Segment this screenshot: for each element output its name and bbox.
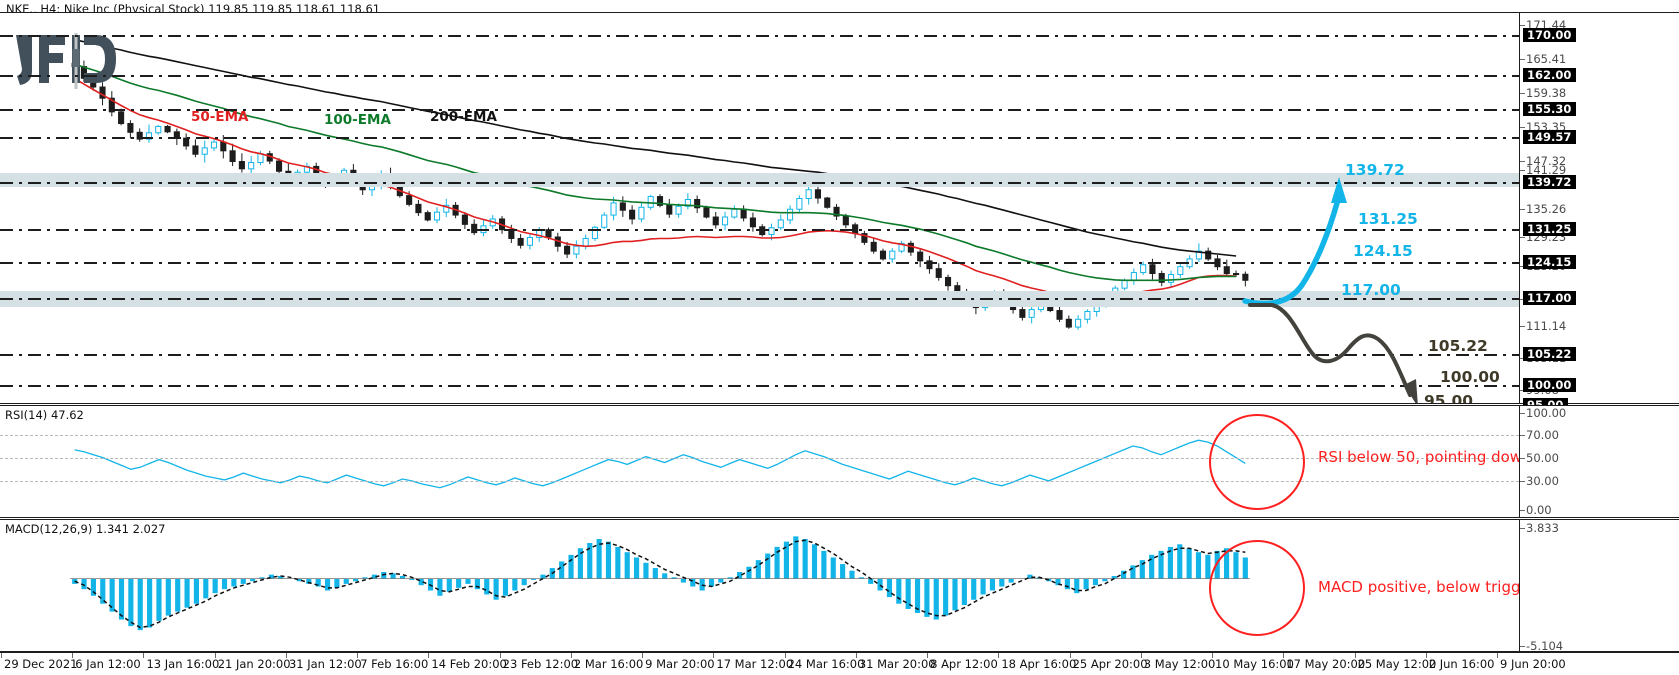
macd-axis[interactable]: 3.833 -5.104 xyxy=(1519,520,1679,653)
rsi-header: RSI(14) 47.62 xyxy=(5,408,84,422)
rsi-tick-70: 70.00 xyxy=(1520,428,1559,442)
price-tick: 111.14 xyxy=(1519,319,1567,333)
rsi-gridline-70 xyxy=(0,435,1519,436)
rsi-highlight-circle xyxy=(1209,414,1305,510)
time-axis-label: 9 Mar 20:00 xyxy=(642,653,715,671)
time-axis-label: 18 Apr 16:00 xyxy=(998,653,1077,671)
time-axis-label: 8 Apr 12:00 xyxy=(927,653,998,671)
time-axis-label: 25 Apr 20:00 xyxy=(1069,653,1148,671)
rsi-tick-50: 50.00 xyxy=(1520,451,1559,465)
level-line-10000 xyxy=(0,385,1519,387)
level-line-10522 xyxy=(0,354,1519,356)
rsi-tick-0: 0.00 xyxy=(1520,503,1552,517)
price-badge-13125[interactable]: 131.25 xyxy=(1523,222,1577,236)
ema-label-200: 200-EMA xyxy=(430,109,497,125)
target-label-124-15: 124.15 xyxy=(1353,242,1413,260)
time-axis-label: 7 Feb 16:00 xyxy=(357,653,429,671)
rsi-gridline-50 xyxy=(0,458,1519,459)
time-axis-label: 3 May 12:00 xyxy=(1140,653,1216,671)
ema-label-100: 100-EMA xyxy=(324,112,391,128)
time-axis-label: 13 Jan 16:00 xyxy=(143,653,220,671)
time-axis-label: 10 May 16:00 xyxy=(1212,653,1294,671)
price-badge-10000[interactable]: 100.00 xyxy=(1523,378,1577,392)
level-line-162 xyxy=(0,75,1519,77)
price-badge-162[interactable]: 162.00 xyxy=(1523,68,1577,82)
price-tick: 141.29 xyxy=(1519,163,1567,177)
macd-tick-max: 3.833 xyxy=(1520,521,1559,535)
macd-tick-min: -5.104 xyxy=(1519,639,1564,653)
macd-note: MACD positive, below trigger line xyxy=(1318,578,1519,596)
time-axis-label: 2 Jun 16:00 xyxy=(1425,653,1495,671)
rsi-panel: RSI(14) 47.62 RSI below 50, pointing dow… xyxy=(0,405,1679,518)
time-axis-label: 17 Mar 12:00 xyxy=(713,653,794,671)
price-badge-11700[interactable]: 117.00 xyxy=(1523,291,1577,305)
rsi-series-svg xyxy=(74,439,1246,489)
time-axis-label: 23 Feb 12:00 xyxy=(499,653,579,671)
price-panel: 50-EMA 100-EMA 200-EMA 139.72 131.25 124… xyxy=(0,12,1679,412)
price-tick: 147.32 xyxy=(1519,154,1567,168)
macd-header: MACD(12,26,9) 1.341 2.027 xyxy=(5,522,166,536)
target-label-105-22: 105.22 xyxy=(1428,337,1488,355)
target-label-139-72: 139.72 xyxy=(1345,161,1405,179)
macd-plot-area[interactable]: MACD(12,26,9) 1.341 2.027 MACD positive,… xyxy=(0,520,1519,651)
time-axis-label: 2 Mar 16:00 xyxy=(570,653,644,671)
price-badge-12415[interactable]: 124.15 xyxy=(1523,255,1577,269)
price-tick: 165.41 xyxy=(1519,52,1567,66)
rsi-tick-30: 30.00 xyxy=(1520,474,1559,488)
price-badge-13972[interactable]: 139.72 xyxy=(1523,175,1577,189)
price-badge-14957[interactable]: 149.57 xyxy=(1523,130,1577,144)
price-badge-10522[interactable]: 105.22 xyxy=(1523,347,1577,361)
time-axis-label: 21 Jan 20:00 xyxy=(214,653,291,671)
target-label-117-00: 117.00 xyxy=(1341,281,1401,299)
macd-panel: MACD(12,26,9) 1.341 2.027 MACD positive,… xyxy=(0,519,1679,653)
price-badge-170[interactable]: 170.00 xyxy=(1523,28,1577,42)
level-line-15530 xyxy=(0,109,1519,111)
level-line-170 xyxy=(0,35,1519,37)
target-label-95-00: 95.00 xyxy=(1424,392,1474,403)
level-line-14957 xyxy=(0,137,1519,139)
target-label-100-00: 100.00 xyxy=(1440,368,1500,386)
time-axis-label: 31 Mar 20:00 xyxy=(855,653,936,671)
rsi-gridline-30 xyxy=(0,481,1519,482)
level-line-13972 xyxy=(0,182,1519,184)
macd-highlight-circle xyxy=(1209,540,1305,636)
time-axis-label: 17 May 20:00 xyxy=(1283,653,1366,671)
time-axis-label: 6 Jan 12:00 xyxy=(72,653,141,671)
time-axis-label: 31 Jan 12:00 xyxy=(285,653,362,671)
level-line-13125 xyxy=(0,229,1519,231)
rsi-note: RSI below 50, pointing down xyxy=(1318,448,1519,466)
rsi-axis[interactable]: 100.00 70.00 50.00 30.00 0.00 xyxy=(1519,406,1679,517)
target-label-131-25: 131.25 xyxy=(1358,210,1418,228)
jfd-logo xyxy=(14,31,120,93)
time-axis-label: 9 Jun 20:00 xyxy=(1497,653,1566,671)
time-axis-label: 24 Mar 16:00 xyxy=(784,653,865,671)
rsi-plot-area[interactable]: RSI(14) 47.62 RSI below 50, pointing dow… xyxy=(0,406,1519,517)
bearish-projection-arrow xyxy=(1248,303,1418,403)
level-line-11700 xyxy=(0,298,1519,300)
time-axis[interactable]: 29 Dec 2021 6 Jan 12:00 13 Jan 16:00 21 Jan… xyxy=(0,652,1679,675)
price-plot-area[interactable]: 50-EMA 100-EMA 200-EMA 139.72 131.25 124… xyxy=(0,13,1519,403)
time-axis-label: 25 May 12:00 xyxy=(1354,653,1437,671)
rsi-tick-100: 100.00 xyxy=(1519,406,1567,420)
price-tick: 135.26 xyxy=(1519,202,1567,216)
time-axis-label: 29 Dec 2021 xyxy=(0,653,78,671)
macd-series-svg xyxy=(70,536,1250,631)
price-badge-15530[interactable]: 155.30 xyxy=(1523,102,1577,116)
price-axis[interactable]: 171.44 165.41 159.38 153.35 147.32 141.2… xyxy=(1519,13,1679,412)
price-tick: 159.38 xyxy=(1519,86,1567,100)
level-line-12415 xyxy=(0,262,1519,264)
ema-label-50: 50-EMA xyxy=(191,109,249,125)
time-axis-label: 14 Feb 20:00 xyxy=(428,653,507,671)
